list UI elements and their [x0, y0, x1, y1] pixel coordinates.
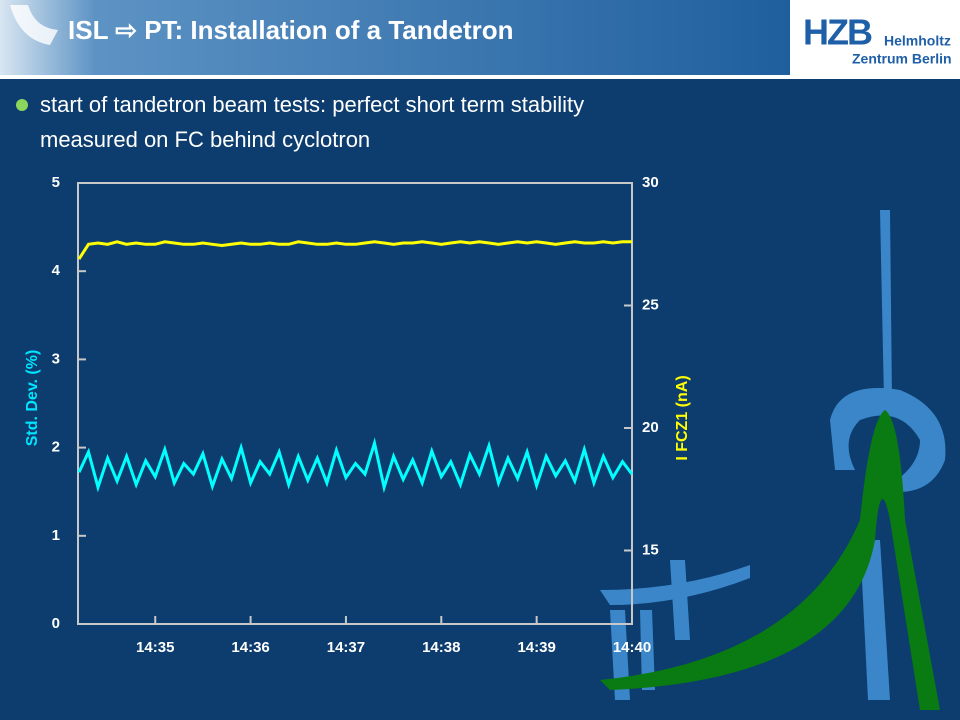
x-tick-label: 14:36	[231, 639, 269, 656]
slide-title: ISL ⇨ PT: Installation of a Tandetron	[68, 15, 514, 45]
header-rule	[0, 75, 960, 79]
x-tick-label: 14:39	[517, 639, 555, 656]
plot-frame	[77, 182, 633, 625]
series-line	[77, 437, 634, 494]
y2-tick-label: 30	[642, 174, 659, 191]
y-tick-label: 2	[52, 439, 60, 456]
x-tick-label: 14:37	[327, 639, 365, 656]
x-tick-label: 14:35	[136, 639, 174, 656]
decoration	[600, 210, 946, 700]
series-line	[77, 240, 632, 260]
y-axis-label: Std. Dev. (%)	[24, 350, 41, 447]
y2-tick-label: 25	[642, 296, 659, 313]
decoration	[600, 410, 940, 710]
bullet-text: start of tandetron beam tests: perfect s…	[40, 92, 584, 117]
header-swoosh	[10, 5, 58, 45]
y2-tick-label: 15	[642, 541, 659, 558]
y-tick-label: 3	[52, 350, 60, 367]
y-tick-label: 4	[52, 262, 61, 279]
y2-axis-label: I FCZ1 (nA)	[674, 375, 691, 460]
bullet-dot	[16, 99, 28, 111]
y2-tick-label: 20	[642, 419, 659, 436]
logo-box	[790, 0, 960, 75]
y-tick-label: 0	[52, 615, 60, 632]
x-tick-label: 14:38	[422, 639, 460, 656]
logo-text: Zentrum Berlin	[852, 51, 952, 67]
y-tick-label: 1	[52, 527, 60, 544]
header-band	[0, 0, 790, 75]
x-tick-label: 14:40	[613, 639, 651, 656]
y-tick-label: 5	[52, 174, 60, 191]
bullet-text: measured on FC behind cyclotron	[40, 127, 370, 152]
logo-mark: HZB	[803, 12, 872, 53]
logo-text: Helmholtz	[884, 33, 951, 49]
